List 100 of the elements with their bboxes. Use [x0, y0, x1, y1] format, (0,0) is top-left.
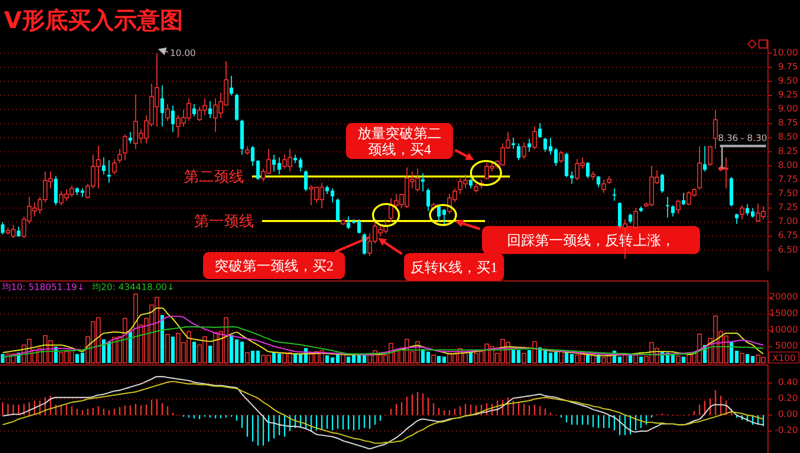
candlestick: [522, 142, 526, 160]
annotation: 回踩第一颈线，反转上涨，: [507, 233, 675, 249]
bar: [421, 349, 425, 363]
bar: [245, 352, 250, 364]
y-tick-label: 8.25: [778, 146, 798, 157]
bar: [527, 350, 532, 363]
bar: [171, 336, 175, 363]
candlestick: [558, 150, 564, 164]
y-tick-label: 8.75: [778, 118, 798, 129]
y-tick-label: 7.50: [778, 189, 798, 199]
y-tick-label: 8.00: [778, 160, 798, 171]
y-tick-label: -0.20: [774, 426, 798, 436]
annotation: 10.00: [170, 49, 196, 59]
text: 均20: 434418.00↓: [91, 282, 175, 293]
line-series: [2, 308, 764, 356]
candlestick: [304, 170, 308, 192]
candlestick: [128, 132, 132, 144]
y-tick-label: 7.00: [778, 217, 798, 228]
line-series: [2, 326, 764, 358]
y-tick-label: 7.25: [778, 203, 798, 214]
annotation: 8.36 - 8.30: [718, 134, 768, 144]
annotation: 反转K线，买1: [410, 260, 498, 276]
y-tick-label: 9.50: [778, 76, 798, 86]
y-tick-label: 0.40: [778, 378, 798, 388]
candlestick: [713, 110, 718, 150]
ref-line-label: 第二颈线: [184, 168, 244, 186]
bar: [468, 352, 473, 363]
candlestick: [676, 199, 680, 214]
candlestick: [102, 156, 106, 175]
bar: [192, 342, 196, 363]
y-tick-label: 0.00: [778, 410, 798, 420]
candlestick: [192, 103, 196, 117]
bar: [160, 315, 164, 363]
candlestick: [165, 103, 170, 122]
bar: [532, 341, 537, 364]
bar: [512, 350, 516, 363]
bar: [431, 354, 436, 364]
bar: [734, 350, 739, 363]
y-tick-label: 5000: [775, 342, 798, 352]
annotation: 突破第一颈线，买2: [214, 258, 334, 274]
ref-line-label: 第一颈线: [194, 213, 254, 230]
candlestick: [160, 84, 164, 127]
bar: [676, 356, 680, 364]
candlestick: [596, 175, 600, 188]
candlestick: [618, 202, 622, 228]
y-axis-title: X100: [772, 354, 796, 364]
candlestick: [426, 188, 430, 212]
candlestick: [171, 105, 175, 133]
chart-title: V形底买入示意图: [4, 7, 183, 34]
candlestick: [682, 192, 686, 206]
bar: [426, 352, 430, 363]
candlestick: [602, 179, 606, 194]
bar: [746, 354, 750, 363]
candlestick: [0, 222, 4, 236]
y-tick-label: 6.50: [778, 245, 798, 256]
candlestick: [208, 100, 212, 118]
candlestick: [532, 126, 537, 150]
candlestick: [122, 134, 128, 161]
annotation: 放量突破第二颈线，买4: [358, 126, 442, 158]
candlestick: [586, 161, 590, 179]
candlestick: [671, 204, 675, 218]
candlestick: [336, 198, 340, 223]
bar: [628, 355, 632, 363]
candlestick: [362, 232, 366, 256]
bar: [437, 356, 441, 363]
candlestick: [516, 142, 520, 161]
candlestick: [107, 160, 111, 184]
candlestick: [628, 213, 632, 224]
candlestick: [346, 216, 350, 230]
bar: [639, 356, 643, 363]
bar: [516, 350, 520, 363]
bar: [352, 355, 356, 363]
bar: [346, 356, 350, 363]
bar: [230, 335, 234, 363]
candlestick: [703, 146, 707, 172]
y-tick-label: 10.00: [772, 48, 798, 58]
bar: [750, 356, 754, 363]
candlestick: [16, 226, 20, 238]
candlestick: [538, 122, 542, 138]
candlestick: [740, 204, 744, 220]
bar: [586, 354, 590, 363]
candlestick: [117, 148, 122, 164]
bar: [442, 356, 446, 363]
bar: [0, 354, 4, 363]
candlestick: [527, 138, 532, 152]
text: 均10: 518051.19↓: [1, 282, 85, 293]
candlestick: [708, 146, 712, 166]
candlestick: [230, 75, 234, 96]
y-tick-label: 15000: [769, 309, 798, 320]
candlestick: [437, 204, 441, 222]
bar: [740, 352, 744, 364]
candlestick: [633, 208, 638, 230]
bar: [165, 334, 170, 364]
y-tick-label: 7.75: [778, 174, 798, 185]
candlestick: [442, 208, 446, 224]
bar: [622, 354, 628, 364]
bar: [618, 356, 622, 363]
y-tick-label: 6.75: [778, 231, 798, 242]
candlestick: [666, 196, 670, 218]
candlestick: [468, 178, 473, 189]
